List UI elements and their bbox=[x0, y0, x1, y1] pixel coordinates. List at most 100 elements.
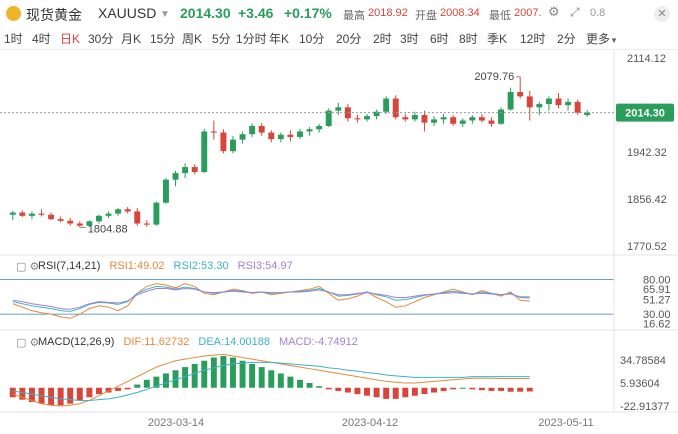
macd-bar bbox=[364, 387, 370, 396]
tab-weekly[interactable]: 周K bbox=[182, 32, 203, 46]
close-icon[interactable]: ✕ bbox=[654, 6, 670, 22]
dif-legend: DIF:11.62732 bbox=[123, 336, 190, 348]
price-change: +3.46 bbox=[238, 5, 274, 21]
candle-body bbox=[526, 96, 533, 108]
tab-monthly[interactable]: 月K bbox=[121, 32, 142, 46]
price-tick-label: 2114.12 bbox=[627, 53, 666, 65]
low-value: 2007. bbox=[514, 7, 542, 19]
candle-body bbox=[230, 139, 236, 152]
quote-header: 现货黄金 XAUUSD ▼ 2014.30 +3.46 +0.17% 最高 20… bbox=[0, 0, 678, 27]
rsi-legend: ▢ ⚙ RSI(7,14,21) RSI1:49.02 RSI2:53.30 R… bbox=[16, 260, 293, 273]
candle-body bbox=[124, 209, 131, 212]
tab-1m-time[interactable]: 1分时 bbox=[236, 32, 267, 46]
candle-body bbox=[277, 134, 284, 140]
rsi-panel bbox=[0, 279, 614, 319]
tab-quarterly[interactable]: 季K bbox=[487, 32, 508, 46]
candle-body bbox=[507, 92, 514, 110]
macd-bar bbox=[115, 387, 122, 391]
macd-bar bbox=[440, 387, 447, 391]
tab-30m[interactable]: 30分 bbox=[88, 32, 114, 46]
macd-bar bbox=[316, 386, 323, 388]
tab-15m[interactable]: 15分 bbox=[150, 32, 176, 46]
macd-bar bbox=[450, 387, 457, 390]
tab-daily[interactable]: 日K bbox=[60, 32, 81, 46]
candle-body bbox=[297, 131, 303, 137]
rsi-tick-label: 51.27 bbox=[643, 294, 671, 306]
candle-body bbox=[48, 214, 55, 220]
macd-bar bbox=[335, 387, 342, 391]
macd-tick-label: 34.78584 bbox=[620, 355, 666, 367]
rsi-tick-label: 65.91 bbox=[643, 284, 671, 296]
tab-4h[interactable]: 4时 bbox=[32, 32, 51, 46]
chevron-down-icon: ▼ bbox=[610, 36, 618, 45]
rsi-series-line bbox=[12, 285, 530, 312]
tab-2m[interactable]: 2分 bbox=[557, 32, 576, 46]
macd-bar bbox=[19, 387, 26, 400]
candle-body bbox=[498, 109, 505, 124]
low-label: 最低 bbox=[489, 10, 511, 22]
tab-1h[interactable]: 1时 bbox=[4, 32, 23, 46]
axes: 2114.12 1942.32 1856.42 1770.52 2014.30 2023-… bbox=[0, 50, 678, 429]
candle-body bbox=[38, 213, 45, 215]
candle-body bbox=[76, 223, 83, 226]
macd-bar bbox=[57, 387, 64, 406]
current-price: 2014.30 bbox=[180, 5, 231, 21]
macd-bar bbox=[325, 387, 332, 390]
macd-panel-icon[interactable]: ▢ ⚙ bbox=[16, 337, 40, 349]
dropdown-caret-icon[interactable]: ▼ bbox=[160, 9, 170, 20]
macd-bar bbox=[172, 370, 179, 388]
rsi-panel-icon[interactable]: ▢ ⚙ bbox=[16, 261, 40, 273]
candle-body bbox=[517, 92, 524, 97]
candle-body bbox=[335, 107, 342, 111]
macd-bar bbox=[373, 387, 380, 398]
candle-body bbox=[431, 119, 438, 123]
tab-10m[interactable]: 10分 bbox=[299, 32, 325, 46]
date-tick-label: 2023-03-14 bbox=[148, 417, 204, 429]
candle-body bbox=[545, 98, 552, 105]
candle-body bbox=[249, 125, 256, 135]
rsi-series-line bbox=[12, 283, 530, 319]
candle-body bbox=[115, 209, 122, 214]
candle-body bbox=[488, 120, 495, 124]
macd-bar bbox=[287, 376, 294, 388]
settings-icon[interactable]: ⚙ bbox=[548, 4, 560, 19]
candle-body bbox=[105, 213, 112, 216]
tab-6h[interactable]: 6时 bbox=[430, 32, 449, 46]
price-tick-label: 1856.42 bbox=[627, 194, 667, 206]
tab-yearly[interactable]: 年K bbox=[269, 32, 290, 46]
tab-12h[interactable]: 12时 bbox=[520, 32, 546, 46]
high-value: 2018.92 bbox=[368, 7, 408, 19]
macd-bar bbox=[230, 357, 236, 388]
macd-tick-label: 5.93604 bbox=[620, 378, 660, 390]
candle-body bbox=[95, 215, 102, 222]
macd-bar bbox=[210, 357, 217, 388]
macd-bar bbox=[76, 387, 83, 401]
rsi1-legend: RSI1:49.02 bbox=[109, 260, 165, 272]
rsi-title: RSI(7,14,21) bbox=[38, 260, 101, 272]
price-panel[interactable]: 2079.76 1804.88 bbox=[9, 71, 591, 236]
tab-3h[interactable]: 3时 bbox=[400, 32, 419, 46]
fullscreen-icon[interactable]: ⤢ bbox=[570, 5, 580, 19]
candle-body bbox=[316, 125, 323, 130]
macd-bar bbox=[344, 387, 351, 393]
tab-more[interactable]: 更多▼ bbox=[586, 32, 618, 46]
macd-bar bbox=[124, 387, 131, 390]
macd-bar bbox=[392, 387, 399, 399]
tab-8h[interactable]: 8时 bbox=[459, 32, 478, 46]
price-tick-label: 1770.52 bbox=[627, 241, 667, 253]
macd-bar bbox=[507, 387, 514, 392]
candle-body bbox=[143, 223, 150, 225]
macd-bar bbox=[469, 387, 476, 390]
candle-body bbox=[421, 115, 428, 123]
candle-body bbox=[459, 120, 466, 124]
macd-bar bbox=[48, 387, 55, 406]
candle-body bbox=[220, 132, 227, 152]
tab-5m[interactable]: 5分 bbox=[212, 32, 231, 46]
tab-20m[interactable]: 20分 bbox=[336, 32, 362, 46]
candle-body bbox=[153, 202, 160, 225]
macd-bar bbox=[306, 382, 313, 388]
macd-bar bbox=[411, 387, 418, 396]
tab-2h[interactable]: 2时 bbox=[373, 32, 392, 46]
candle-body bbox=[440, 117, 447, 120]
